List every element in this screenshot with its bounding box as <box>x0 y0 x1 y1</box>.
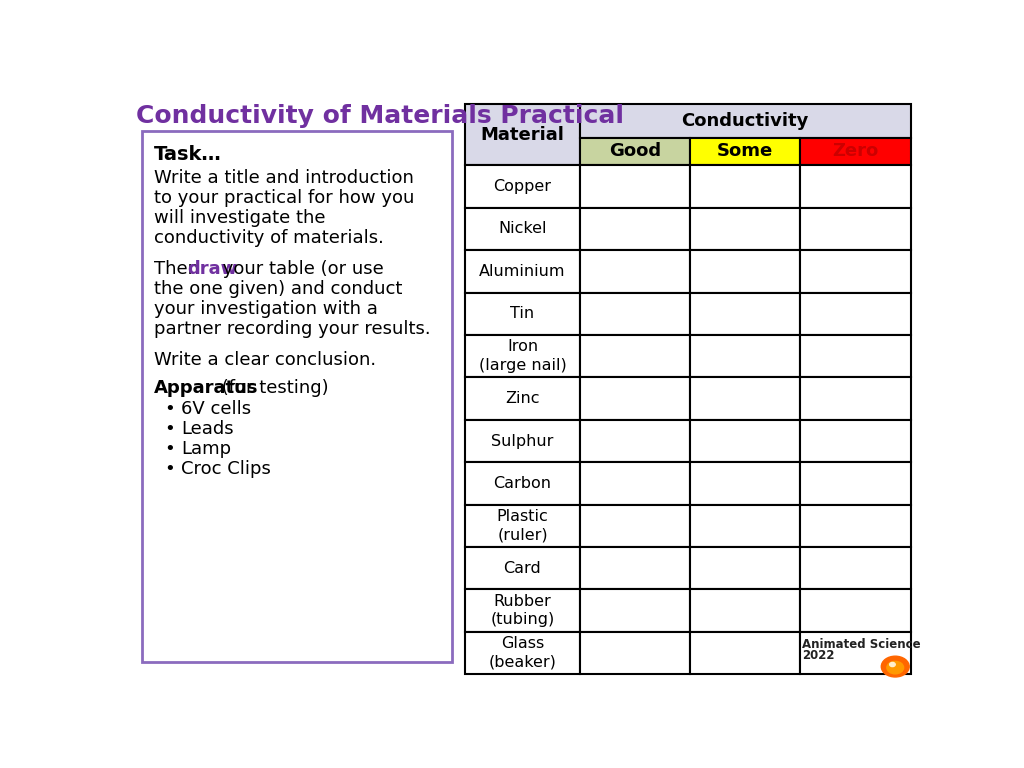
FancyBboxPatch shape <box>142 131 452 662</box>
Text: Sulphur: Sulphur <box>492 433 554 449</box>
Bar <box>801 377 910 420</box>
Text: will investigate the: will investigate the <box>154 209 325 227</box>
Bar <box>690 462 801 505</box>
Text: Then: Then <box>154 260 205 278</box>
Bar <box>580 547 690 590</box>
Text: Glass
(beaker): Glass (beaker) <box>488 636 556 670</box>
Text: •: • <box>165 420 175 439</box>
Text: draw: draw <box>187 260 238 278</box>
Text: Animated Science: Animated Science <box>802 638 921 651</box>
Text: Material: Material <box>480 125 564 144</box>
Bar <box>690 547 801 590</box>
Text: •: • <box>165 400 175 418</box>
Bar <box>801 250 910 293</box>
Bar <box>690 293 801 335</box>
Text: Copper: Copper <box>494 179 552 194</box>
Text: conductivity of materials.: conductivity of materials. <box>154 229 383 247</box>
Text: 6V cells: 6V cells <box>181 400 252 418</box>
Text: Conductivity: Conductivity <box>682 111 809 130</box>
Bar <box>690 590 801 632</box>
Text: Apparatus: Apparatus <box>154 379 258 396</box>
Bar <box>801 590 910 632</box>
Bar <box>465 377 580 420</box>
Bar <box>580 104 910 137</box>
Bar <box>465 335 580 377</box>
Text: Some: Some <box>717 142 773 161</box>
Circle shape <box>887 661 903 674</box>
Bar <box>580 377 690 420</box>
Text: Aluminium: Aluminium <box>479 264 565 279</box>
Bar <box>690 137 801 165</box>
Text: Task…: Task… <box>154 144 221 164</box>
Text: Conductivity of Materials Practical: Conductivity of Materials Practical <box>136 104 624 128</box>
Text: the one given) and conduct: the one given) and conduct <box>154 280 402 298</box>
Bar <box>465 505 580 547</box>
Text: to your practical for how you: to your practical for how you <box>154 189 414 207</box>
Text: Zero: Zero <box>833 142 879 161</box>
Circle shape <box>890 663 895 667</box>
Bar <box>690 420 801 462</box>
Text: Iron
(large nail): Iron (large nail) <box>478 339 566 373</box>
Bar <box>465 632 580 674</box>
Text: Nickel: Nickel <box>499 221 547 237</box>
Text: Card: Card <box>504 561 542 576</box>
Bar <box>690 335 801 377</box>
Bar <box>580 250 690 293</box>
Text: Write a clear conclusion.: Write a clear conclusion. <box>154 351 376 369</box>
Bar <box>465 547 580 590</box>
Text: 2022: 2022 <box>802 649 835 662</box>
Bar <box>580 137 690 165</box>
Bar <box>580 207 690 250</box>
Bar <box>801 420 910 462</box>
Bar <box>580 335 690 377</box>
Bar <box>465 165 580 207</box>
Bar <box>580 632 690 674</box>
Bar <box>580 462 690 505</box>
Bar <box>690 377 801 420</box>
Text: (for testing): (for testing) <box>216 379 329 396</box>
Bar <box>580 420 690 462</box>
Text: Plastic
(ruler): Plastic (ruler) <box>497 509 548 543</box>
Bar <box>801 207 910 250</box>
Text: •: • <box>165 440 175 458</box>
Bar <box>580 505 690 547</box>
Text: Zinc: Zinc <box>505 391 540 406</box>
Bar <box>690 250 801 293</box>
Bar <box>465 462 580 505</box>
Text: Lamp: Lamp <box>181 440 231 458</box>
Bar <box>801 165 910 207</box>
Text: Carbon: Carbon <box>494 476 552 491</box>
Text: •: • <box>165 460 175 478</box>
Bar <box>801 632 910 674</box>
Bar <box>801 335 910 377</box>
Bar <box>580 590 690 632</box>
Bar <box>465 104 580 165</box>
Bar <box>801 547 910 590</box>
Text: Leads: Leads <box>181 420 234 439</box>
Bar <box>690 207 801 250</box>
Bar <box>465 293 580 335</box>
Text: Croc Clips: Croc Clips <box>181 460 271 478</box>
Text: your investigation with a: your investigation with a <box>154 300 378 318</box>
Text: your table (or use: your table (or use <box>217 260 384 278</box>
Bar <box>465 590 580 632</box>
Bar <box>465 207 580 250</box>
Bar <box>465 250 580 293</box>
Bar <box>465 420 580 462</box>
Bar <box>690 165 801 207</box>
Bar <box>801 293 910 335</box>
Bar <box>690 505 801 547</box>
Text: Rubber
(tubing): Rubber (tubing) <box>490 594 555 627</box>
Circle shape <box>882 656 909 677</box>
Bar <box>801 505 910 547</box>
Bar <box>580 293 690 335</box>
Bar <box>690 632 801 674</box>
Text: partner recording your results.: partner recording your results. <box>154 320 430 338</box>
Bar <box>801 137 910 165</box>
Text: Write a title and introduction: Write a title and introduction <box>154 169 414 187</box>
Text: Tin: Tin <box>510 306 535 321</box>
Bar <box>580 165 690 207</box>
Text: Good: Good <box>609 142 662 161</box>
Bar <box>801 462 910 505</box>
